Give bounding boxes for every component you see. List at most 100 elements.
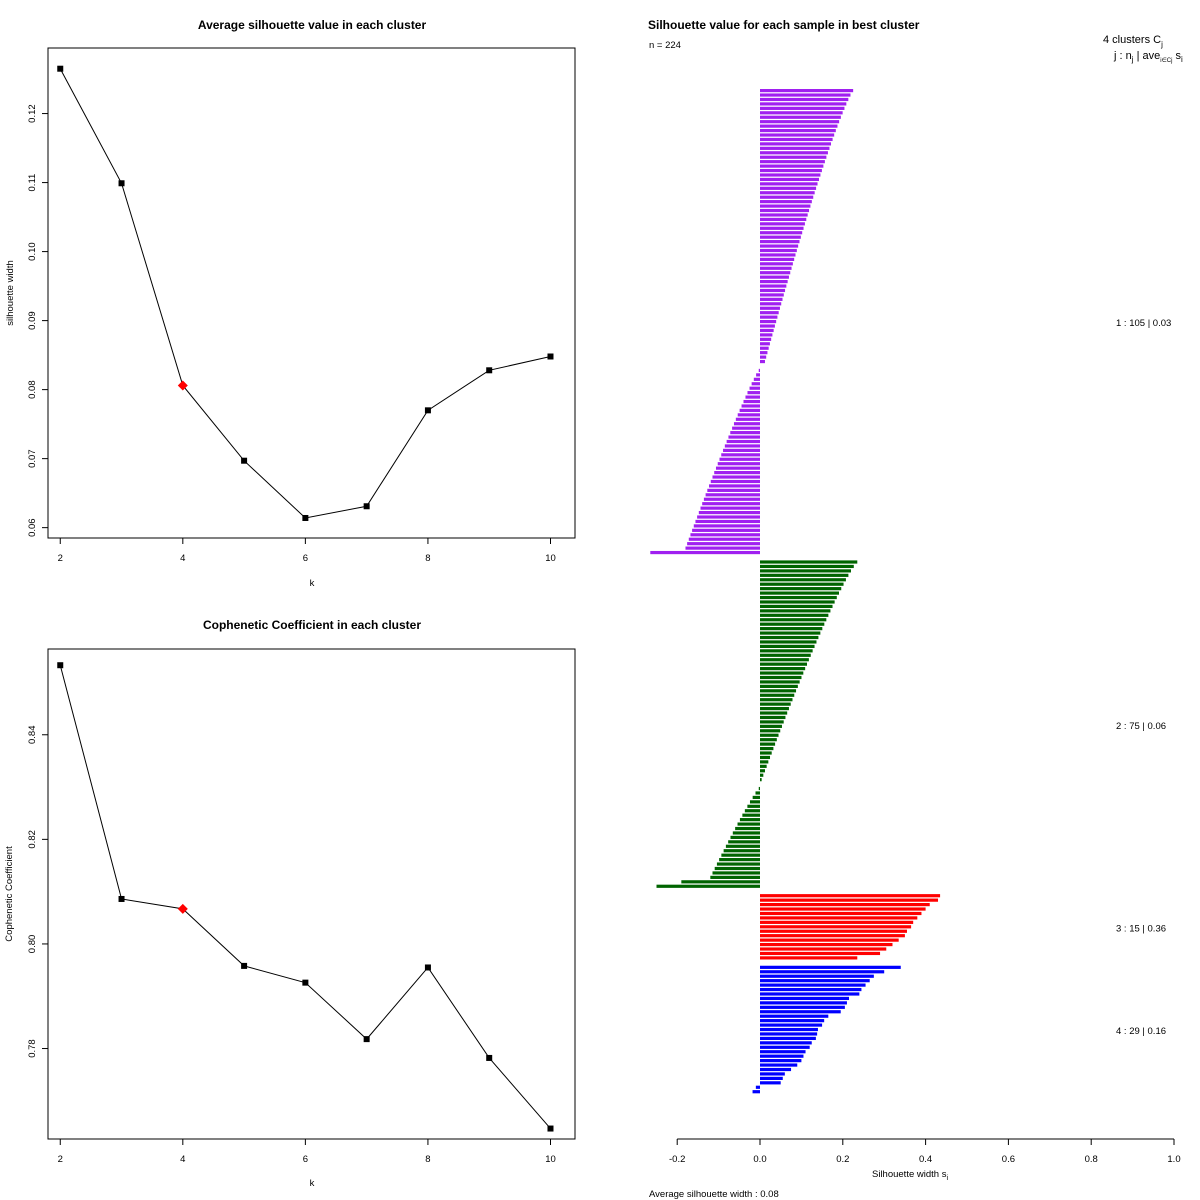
silhouette-bar [714,866,760,871]
silhouette-bar [760,1005,845,1009]
silhouette-bar [710,875,760,879]
silhouette-bar [739,408,760,413]
header2-end: s [1172,50,1181,62]
silhouette-line-panel: Average silhouette value in each cluster… [5,18,576,589]
silhouette-bar [760,595,837,600]
silhouette-bar [760,635,819,640]
silhouette-bar [760,1059,802,1063]
silhouette-bar [760,653,811,657]
silhouette-bar [758,786,760,791]
data-point [57,65,64,72]
silhouette-bar [760,191,815,195]
panel1-ylabel: silhouette width [5,260,16,325]
silhouette-bar [730,835,760,840]
silhouette-bar [760,319,777,324]
silhouette-bar [760,769,765,773]
silhouette-bar [760,1010,841,1014]
silhouette-bar [760,684,798,688]
silhouette-bar [695,519,760,524]
silhouette-bar [737,413,760,417]
data-point [241,962,248,969]
silhouette-bar [702,502,760,506]
silhouette-bar [760,324,775,328]
silhouette-bar-panel: Silhouette value for each sample in best… [648,18,1183,1200]
silhouette-bar [760,111,843,115]
silhouette-bar [760,315,778,319]
silhouette-bar [739,818,760,822]
silhouette-bar [760,970,885,974]
silhouette-bar [735,417,760,421]
silhouette-bar [693,524,760,528]
silhouette-bar [760,974,874,978]
data-point [118,180,125,187]
silhouette-bar [709,484,760,488]
silhouette-bar [685,546,760,550]
silhouette-bar [760,253,796,257]
x-tick-label: 1.0 [1167,1154,1180,1165]
y-tick-label: 0.12 [27,104,38,123]
silhouette-bar [760,751,772,755]
silhouette-bar [760,346,769,350]
silhouette-bar [760,266,792,270]
silhouette-bar [760,662,808,666]
silhouette-bar [760,186,817,190]
silhouette-bar [760,929,907,933]
silhouette-bar [760,1001,847,1005]
silhouette-bar [760,240,800,244]
silhouette-bar [760,693,795,697]
header2-sub3: i [1181,55,1183,64]
silhouette-bar [760,1014,829,1018]
silhouette-bar [723,849,760,853]
data-point [363,1036,370,1043]
header2-text: j : n [1113,50,1132,62]
silhouette-bar [712,871,760,875]
data-point [302,514,309,521]
silhouette-bar [719,457,760,461]
silhouette-bar [760,649,813,653]
silhouette-bar [758,368,760,373]
y-tick-label: 0.10 [27,242,38,261]
y-tick-label: 0.06 [27,518,38,537]
silhouette-bar [760,778,762,782]
highlight-point [177,903,188,914]
silhouette-bar [760,996,850,1001]
silhouette-bar [760,951,881,956]
silhouette-bar [735,826,760,831]
silhouette-bar [728,435,760,439]
panel2-frame [47,648,576,1140]
cluster-label: 4 : 29 | 0.16 [1116,1026,1166,1037]
panel2-ylabel: Cophenetic Coefficient [4,846,15,942]
silhouette-bar [760,591,839,595]
data-point [57,662,64,669]
silhouette-bar [760,275,789,279]
silhouette-bar [760,773,764,777]
silhouette-bar [760,1067,792,1072]
silhouette-bar [745,395,760,399]
silhouette-bar [760,578,846,582]
silhouette-bar [760,564,854,569]
x-tick-label: 0.4 [919,1154,932,1165]
silhouette-bar [760,93,851,97]
x-tick-label: -0.2 [669,1154,685,1165]
y-tick-label: 0.80 [27,935,38,954]
x-tick-label: 8 [425,553,430,564]
silhouette-bar [760,271,791,275]
silhouette-bar [760,983,866,987]
silhouette-bar [698,510,760,515]
panel1-xlabel: k [310,578,315,589]
silhouette-bar [760,987,862,992]
data-point [118,895,125,902]
silhouette-bar [760,333,773,337]
silhouette-bar [760,204,811,208]
silhouette-bar [741,404,760,408]
silhouette-bar [760,311,779,315]
silhouette-bar [705,493,760,497]
data-point [486,367,493,374]
silhouette-bar [753,377,760,381]
silhouette-bar [760,1076,783,1080]
x-tick-label: 2 [58,1154,63,1165]
silhouette-bar [760,587,842,591]
silhouette-bar [760,257,795,261]
silhouette-bar [715,466,760,470]
